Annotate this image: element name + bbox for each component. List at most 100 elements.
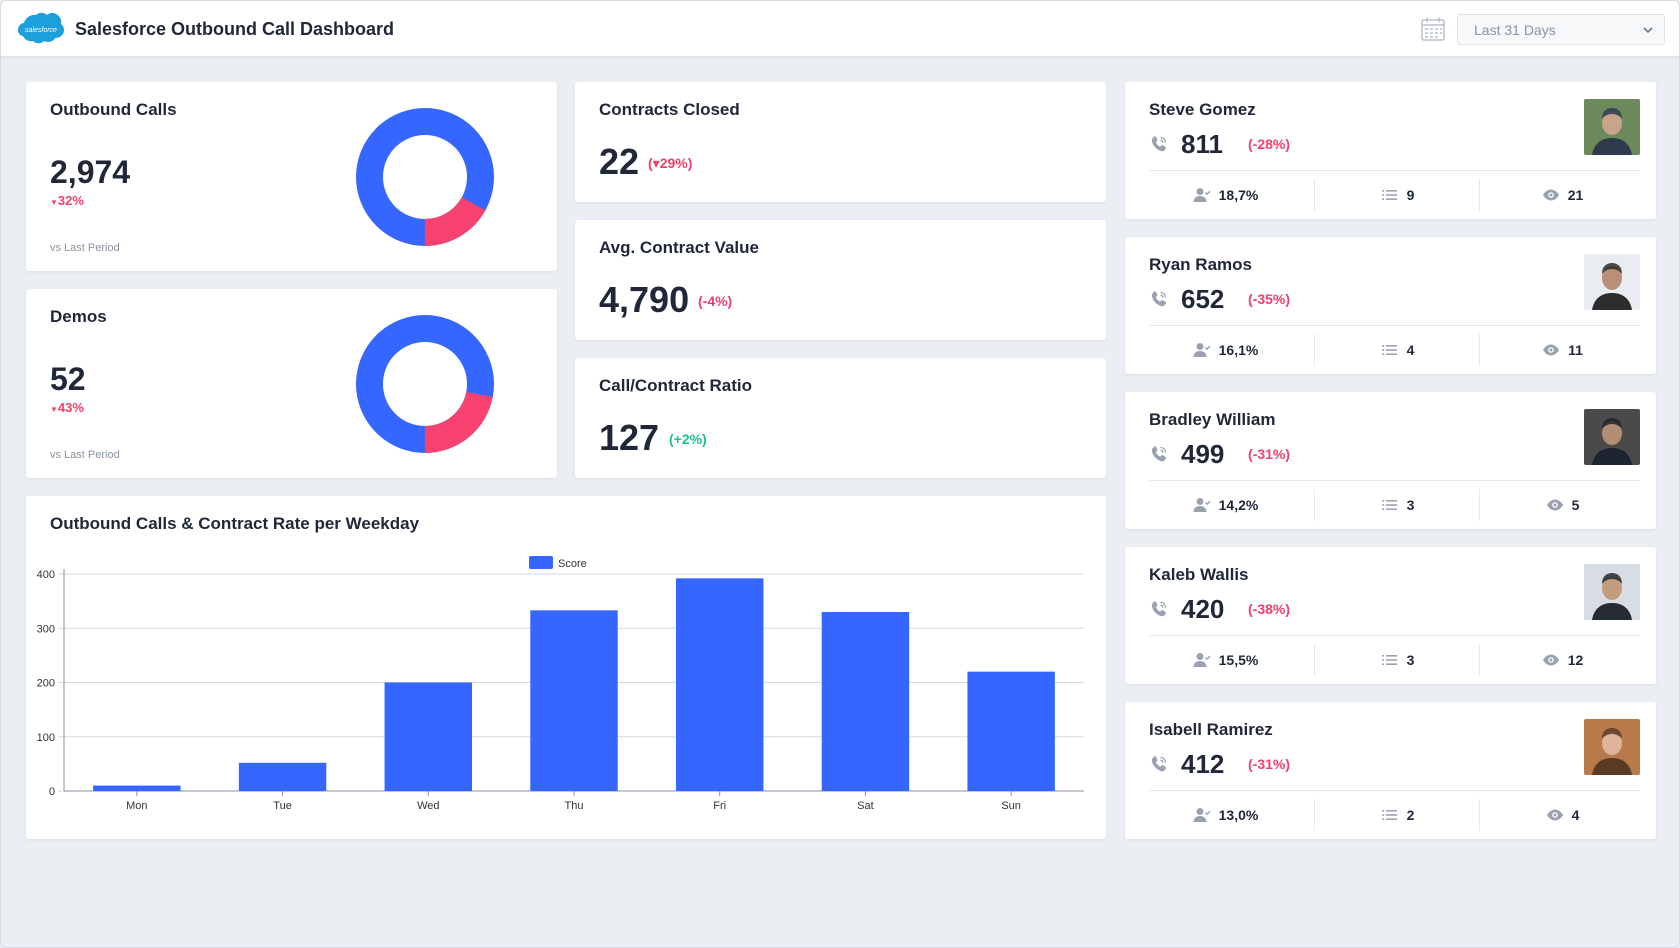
calendar-icon[interactable] [1420,16,1446,42]
down-arrow-icon: ▼ [50,405,58,414]
divider [1314,179,1315,211]
tasks-stat: 3 [1315,481,1480,529]
rep-card[interactable]: Kaleb Wallis 420 (-38%) 15,5% [1125,547,1656,684]
bar-chart: Score 0 100 200 300 400 Mon Tue Wed Thu Fri Sat Sun [37,556,1084,812]
bar [530,610,618,791]
x-tick-label: Sun [1001,800,1021,812]
rep-call-count: 420 [1181,594,1225,624]
rep-call-delta: (-38%) [1248,601,1291,617]
divider [1314,334,1315,366]
kpi-delta: (-4%) [698,293,733,309]
rep-call-count: 811 [1181,129,1223,159]
divider [1314,489,1315,521]
bar [93,785,181,791]
tasks-value: 9 [1406,187,1415,203]
x-tick-label: Mon [126,800,147,812]
rep-call-delta: (-31%) [1248,446,1291,462]
conversion-rate-stat: 14,2% [1149,481,1302,529]
views-value: 5 [1571,497,1580,513]
kpi-value: 22 [599,141,640,182]
tasks-stat: 4 [1315,326,1480,374]
list-icon [1381,655,1397,665]
conversion-rate-value: 13,0% [1218,807,1259,823]
conversion-rate-stat: 15,5% [1149,636,1302,684]
tasks-value: 4 [1406,342,1415,358]
divider [1149,325,1640,326]
rep-card[interactable]: Bradley William 499 (-31%) 14,2% [1125,392,1656,529]
x-tick-label: Fri [713,800,726,812]
phone-icon [1151,601,1167,617]
donut-segment-highlight [356,315,494,453]
tasks-value: 2 [1406,807,1415,823]
rep-name: Ryan Ramos [1149,255,1252,274]
kpi-delta: (▾29%) [648,155,693,171]
weekday-chart-card: Outbound Calls & Contract Rate per Weekd… [26,496,1106,839]
x-tick-label: Wed [417,800,439,812]
divider [1479,334,1480,366]
outbound-calls-donut [356,108,494,246]
kpi-delta: ▼43% [50,400,84,415]
divider [1149,480,1640,481]
avatar [1584,409,1640,465]
divider [1479,489,1480,521]
contracts-closed-card: Contracts Closed 22 (▾29%) [575,82,1106,202]
divider [1149,790,1640,791]
outbound-calls-card: Outbound Calls 2,974 ▼32% vs Last Period [26,82,557,271]
chart-title: Outbound Calls & Contract Rate per Weekd… [50,514,420,533]
card-title: Demos [50,307,107,326]
user-check-icon [1193,808,1211,822]
rep-card[interactable]: Ryan Ramos 652 (-35%) 16,1% [1125,237,1656,374]
conversion-rate-stat: 18,7% [1149,171,1302,219]
avg-contract-value-card: Avg. Contract Value 4,790 (-4%) [575,220,1106,340]
top-bar: salesforce Salesforce Outbound Call Dash… [1,1,1679,57]
rep-name: Bradley William [1149,410,1276,429]
tasks-stat: 9 [1315,171,1480,219]
rep-call-count: 652 [1181,284,1225,314]
avatar [1584,564,1640,620]
views-stat: 5 [1480,481,1645,529]
conversion-rate-value: 14,2% [1218,497,1259,513]
kpi-delta: ▼32% [50,193,84,208]
divider [1479,799,1480,831]
demos-card: Demos 52 ▼43% vs Last Period [26,289,557,478]
tasks-value: 3 [1406,652,1415,668]
x-tick-label: Thu [565,800,584,812]
tasks-stat: 3 [1315,636,1480,684]
eye-icon [1542,654,1559,666]
kpi-delta: (+2%) [669,431,707,447]
y-tick-label: 200 [37,678,55,690]
divider [1479,179,1480,211]
bar [384,682,472,791]
user-check-icon [1193,498,1211,512]
page-title: Salesforce Outbound Call Dashboard [75,19,395,39]
chevron-down-icon [1643,27,1653,34]
legend-swatch [529,556,553,569]
rep-name: Steve Gomez [1149,100,1256,119]
conversion-rate-value: 18,7% [1218,187,1259,203]
eye-icon [1542,189,1559,201]
user-check-icon [1193,343,1211,357]
date-range-select[interactable]: Last 31 Days [1457,14,1665,45]
views-stat: 4 [1480,791,1645,839]
y-tick-label: 0 [49,786,55,798]
divider [1149,170,1640,171]
list-icon [1381,810,1397,820]
rep-card[interactable]: Steve Gomez 811 (-28%) 18,7% [1125,82,1656,219]
rep-call-count: 412 [1181,749,1225,779]
rep-call-count: 499 [1181,439,1225,469]
eye-icon [1543,344,1560,356]
views-value: 12 [1567,652,1584,668]
rep-card[interactable]: Isabell Ramirez 412 (-31%) 13,0% [1125,702,1656,839]
user-check-icon [1193,188,1211,202]
eye-icon [1546,499,1563,511]
divider [1479,644,1480,676]
rep-name: Isabell Ramirez [1149,720,1273,739]
x-tick-label: Sat [857,800,874,812]
comparison-note: vs Last Period [50,449,120,461]
views-stat: 12 [1480,636,1645,684]
phone-icon [1151,291,1167,307]
salesforce-logo: salesforce [18,12,65,44]
date-range-value: Last 31 Days [1474,22,1556,38]
rep-call-delta: (-31%) [1248,756,1291,772]
rep-name: Kaleb Wallis [1149,565,1249,584]
